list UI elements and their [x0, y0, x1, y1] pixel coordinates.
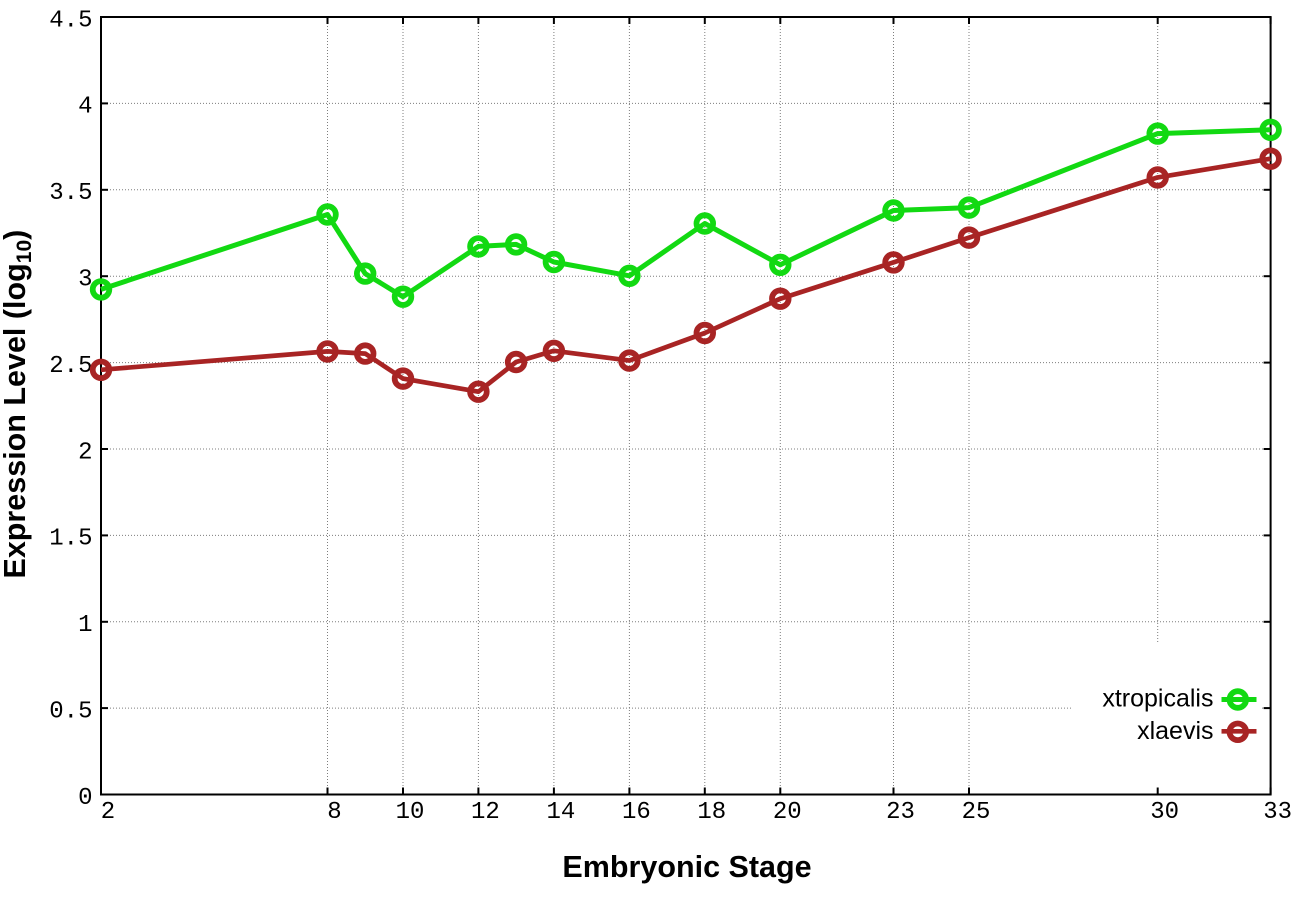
svg-text:8: 8: [327, 799, 341, 826]
svg-text:12: 12: [471, 799, 500, 826]
svg-text:3.5: 3.5: [49, 180, 92, 207]
svg-text:2: 2: [101, 799, 115, 826]
svg-text:16: 16: [622, 799, 651, 826]
svg-text:4: 4: [78, 94, 92, 121]
svg-text:30: 30: [1150, 799, 1179, 826]
svg-text:14: 14: [546, 799, 575, 826]
svg-text:0: 0: [78, 785, 92, 812]
svg-text:18: 18: [697, 799, 726, 826]
svg-text:2.5: 2.5: [49, 353, 92, 380]
svg-text:1: 1: [78, 612, 92, 639]
svg-text:4.5: 4.5: [49, 7, 92, 34]
svg-text:10: 10: [396, 799, 425, 826]
svg-text:Embryonic Stage: Embryonic Stage: [562, 850, 811, 884]
svg-text:xtropicalis: xtropicalis: [1102, 685, 1213, 713]
svg-text:20: 20: [773, 799, 802, 826]
svg-text:23: 23: [886, 799, 915, 826]
svg-text:25: 25: [962, 799, 991, 826]
svg-text:0.5: 0.5: [49, 698, 92, 725]
svg-text:xlaevis: xlaevis: [1137, 717, 1213, 745]
svg-text:Expression Level (log10): Expression Level (log10): [0, 230, 36, 579]
svg-text:3: 3: [78, 267, 92, 294]
svg-text:33: 33: [1263, 799, 1292, 826]
svg-text:2: 2: [78, 439, 92, 466]
svg-text:1.5: 1.5: [49, 526, 92, 553]
